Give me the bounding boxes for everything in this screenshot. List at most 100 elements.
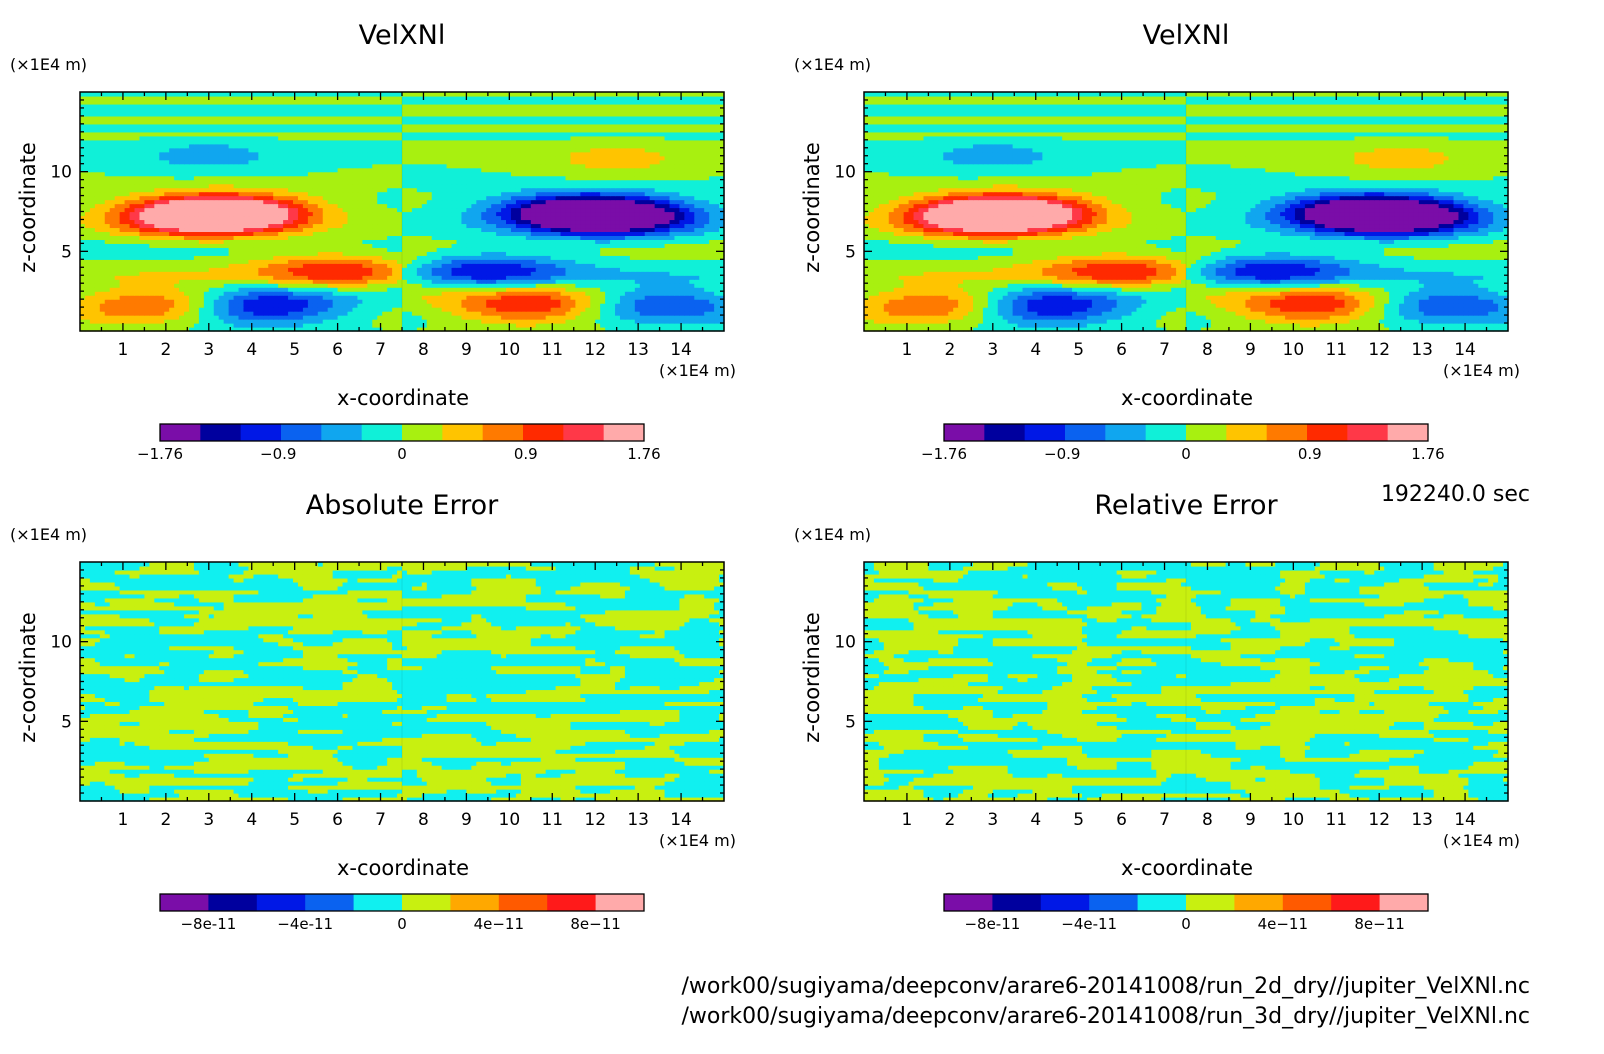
- field-cell: [248, 267, 254, 272]
- field-cell: [615, 323, 621, 328]
- field-cell: [575, 211, 581, 217]
- field-cell: [560, 235, 567, 240]
- field-cell: [664, 215, 671, 221]
- field-cell: [283, 287, 289, 292]
- field-cell: [317, 239, 324, 244]
- field-cell: [248, 223, 254, 229]
- field-cell: [302, 291, 309, 296]
- field-cell: [322, 191, 329, 197]
- field-cell: [169, 187, 175, 193]
- field-cell: [704, 183, 710, 189]
- field-cell: [139, 175, 145, 181]
- field-cell: [188, 287, 195, 292]
- field-cell: [322, 263, 329, 268]
- field-cell: [119, 267, 126, 272]
- field-cell: [510, 231, 517, 236]
- field-cell: [179, 291, 185, 296]
- field-cell: [387, 207, 393, 213]
- field-cell: [649, 287, 656, 292]
- field-cell: [332, 283, 339, 288]
- field-cell: [258, 187, 264, 193]
- field-cell: [560, 195, 567, 201]
- field-cell: [421, 235, 428, 240]
- field-cell: [659, 303, 666, 308]
- field-cell: [144, 231, 150, 236]
- field-cell: [99, 227, 106, 233]
- field-cell: [535, 303, 542, 308]
- field-cell: [491, 227, 497, 233]
- field-cell: [436, 191, 443, 197]
- field-cell: [104, 303, 111, 308]
- field-cell: [426, 319, 433, 324]
- field-cell: [203, 259, 210, 264]
- field-cell: [555, 275, 562, 280]
- field-cell: [624, 267, 631, 272]
- field-cell: [84, 191, 91, 197]
- field-cell: [461, 199, 467, 205]
- field-cell: [362, 223, 368, 229]
- field-cell: [540, 223, 547, 229]
- field-cell: [94, 259, 101, 264]
- field-cell: [535, 239, 542, 244]
- field-cell: [283, 275, 289, 280]
- field-cell: [664, 275, 671, 280]
- field-cell: [99, 223, 106, 229]
- field-cell: [184, 211, 190, 217]
- field-cell: [89, 247, 96, 252]
- field-cell: [654, 219, 661, 225]
- field-cell: [164, 203, 170, 209]
- field-cell: [218, 239, 225, 244]
- field-cell: [466, 227, 472, 233]
- field-cell: [610, 199, 616, 205]
- field-cell: [278, 251, 284, 256]
- field-cell: [550, 303, 557, 308]
- field-cell: [471, 259, 477, 264]
- field-cell: [555, 191, 562, 197]
- field-cell: [565, 291, 572, 296]
- field-cell: [515, 291, 522, 296]
- field-cell: [80, 283, 86, 288]
- field-cell: [288, 311, 294, 316]
- field-cell: [402, 187, 408, 193]
- field-cell: [555, 319, 562, 324]
- field-cell: [639, 195, 646, 201]
- field-cell: [139, 195, 145, 201]
- field-cell: [203, 307, 210, 312]
- field-cell: [387, 311, 393, 316]
- field-cell: [337, 183, 344, 189]
- field-cell: [129, 307, 136, 312]
- field-cell: [466, 283, 472, 288]
- field-cell: [704, 279, 710, 284]
- field-cell: [644, 187, 651, 193]
- field-cell: [297, 203, 304, 209]
- field-cell: [193, 299, 200, 304]
- field-cell: [263, 195, 269, 201]
- field-cell: [471, 299, 477, 304]
- field-cell: [605, 179, 611, 185]
- field-cell: [322, 303, 329, 308]
- field-cell: [496, 179, 502, 185]
- field-cell: [253, 299, 259, 304]
- field-cell: [624, 287, 631, 292]
- field-cell: [580, 243, 586, 248]
- field-cell: [387, 191, 393, 197]
- field-cell: [610, 263, 616, 268]
- field-cell: [283, 187, 289, 193]
- field-cell: [134, 227, 141, 233]
- field-cell: [515, 239, 522, 244]
- field-cell: [699, 223, 705, 229]
- field-cell: [198, 231, 205, 236]
- field-cell: [139, 259, 145, 264]
- field-cell: [352, 311, 359, 316]
- field-cell: [659, 195, 666, 201]
- field-cell: [560, 179, 567, 185]
- field-cell: [352, 191, 359, 197]
- field-cell: [560, 215, 567, 221]
- field-cell: [694, 271, 700, 276]
- field-cell: [446, 199, 453, 205]
- field-cell: [184, 183, 190, 189]
- field-cell: [595, 227, 601, 233]
- field-cell: [679, 319, 685, 324]
- field-cell: [159, 247, 165, 252]
- field-cell: [629, 287, 636, 292]
